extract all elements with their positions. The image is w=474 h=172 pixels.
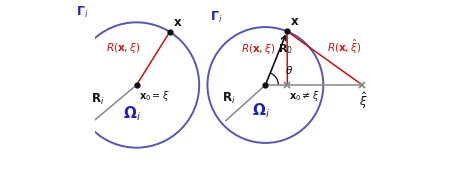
Text: $\mathbf{\Gamma}_i$: $\mathbf{\Gamma}_i$ xyxy=(76,5,89,20)
Text: $\mathbf{\Gamma}_i$: $\mathbf{\Gamma}_i$ xyxy=(210,10,222,25)
Text: $\mathbf{R}_i$: $\mathbf{R}_i$ xyxy=(222,91,236,106)
Text: $R(\mathbf{x},\hat{\xi})$: $R(\mathbf{x},\hat{\xi})$ xyxy=(327,37,361,56)
Text: $\mathbf{\Omega}_i$: $\mathbf{\Omega}_i$ xyxy=(252,102,270,120)
Text: $\mathbf{x}$: $\mathbf{x}$ xyxy=(173,16,182,29)
Text: $\mathbf{R}_i$: $\mathbf{R}_i$ xyxy=(91,92,104,107)
Text: $\mathbf{R}_0$: $\mathbf{R}_0$ xyxy=(278,42,293,56)
Text: $\mathbf{x}_0\neq\xi$: $\mathbf{x}_0\neq\xi$ xyxy=(289,89,319,103)
Text: $R(\mathbf{x},\xi)$: $R(\mathbf{x},\xi)$ xyxy=(241,42,275,56)
Text: $\mathbf{x}_0=\xi$: $\mathbf{x}_0=\xi$ xyxy=(139,89,170,103)
Text: $\theta$: $\theta$ xyxy=(285,64,293,76)
Text: $\mathbf{\Omega}_i$: $\mathbf{\Omega}_i$ xyxy=(123,104,141,123)
Text: $\mathbf{x}$: $\mathbf{x}$ xyxy=(290,15,299,29)
Text: $\hat{\xi}$: $\hat{\xi}$ xyxy=(359,90,368,111)
Text: $R(\mathbf{x},\xi)$: $R(\mathbf{x},\xi)$ xyxy=(106,41,140,55)
